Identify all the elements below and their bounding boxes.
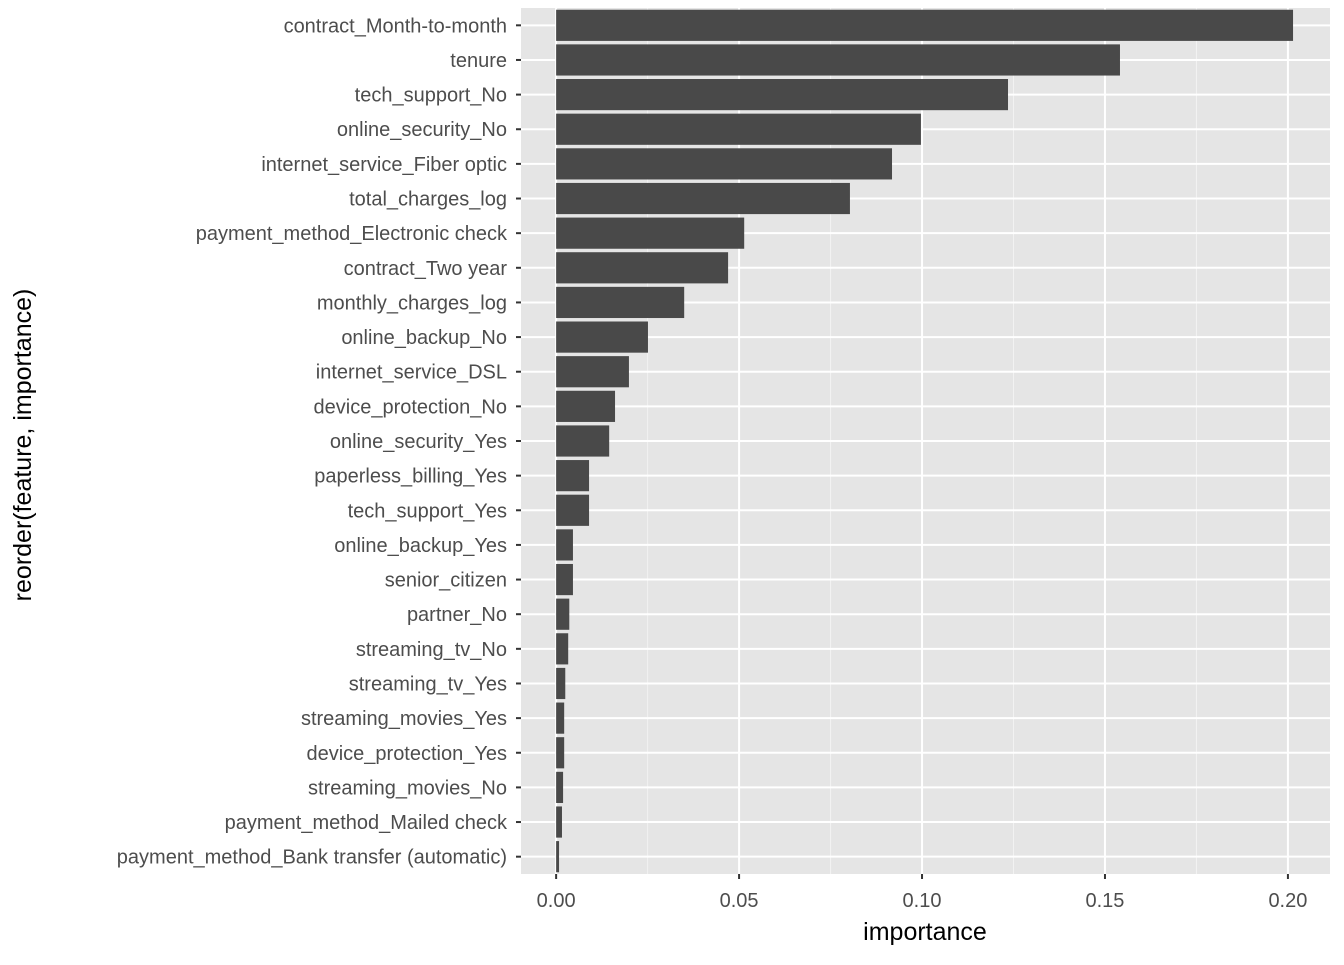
bar-1 — [556, 44, 1120, 76]
bar-8 — [556, 286, 685, 319]
bar-16 — [556, 563, 573, 596]
bar-2 — [556, 79, 1009, 111]
bar-7 — [556, 252, 729, 284]
y-tick-label: partner_No — [407, 604, 507, 626]
y-tick-label: contract_Month-to-month — [284, 15, 507, 37]
bar-10 — [556, 356, 629, 388]
x-axis-title: importance — [863, 918, 987, 946]
y-tick-label: senior_citizen — [385, 570, 507, 592]
x-tick-label: 0.05 — [720, 890, 759, 912]
bar-4 — [556, 148, 893, 180]
bar-19 — [556, 667, 566, 700]
y-tick-label: paperless_billing_Yes — [314, 466, 507, 488]
bar-13 — [556, 460, 590, 492]
bar-5 — [556, 182, 850, 215]
y-tick-label: internet_service_DSL — [316, 362, 507, 384]
y-tick-label: online_security_No — [337, 119, 507, 141]
bar-3 — [556, 113, 921, 145]
y-tick-label: device_protection_No — [314, 396, 507, 418]
y-tick-label: streaming_tv_No — [356, 639, 507, 661]
bar-0 — [556, 9, 1294, 41]
bar-11 — [556, 390, 616, 422]
y-tick-label: payment_method_Bank transfer (automatic) — [117, 847, 507, 869]
x-tick-label: 0.15 — [1086, 890, 1125, 912]
y-tick-label: payment_method_Electronic check — [196, 223, 508, 245]
y-tick-label: internet_service_Fiber optic — [261, 154, 507, 176]
bar-9 — [556, 321, 648, 353]
y-tick-label: online_security_Yes — [330, 431, 507, 453]
y-tick-label: streaming_movies_Yes — [301, 708, 507, 730]
x-tick-label: 0.00 — [537, 890, 576, 912]
x-tick-label: 0.10 — [903, 890, 942, 912]
y-tick-label: tenure — [450, 50, 507, 72]
y-tick-label: total_charges_log — [349, 189, 507, 211]
y-tick-label: tech_support_Yes — [348, 500, 507, 522]
bars — [556, 9, 1294, 873]
bar-17 — [556, 598, 570, 630]
y-tick-label: online_backup_No — [341, 327, 507, 349]
y-tick-label: monthly_charges_log — [317, 292, 507, 314]
y-axis-title: reorder(feature, importance) — [9, 289, 37, 602]
x-tick-label: 0.20 — [1268, 890, 1307, 912]
y-tick-label: online_backup_Yes — [334, 535, 507, 557]
bar-21 — [556, 737, 565, 769]
bar-18 — [556, 633, 569, 665]
bar-20 — [556, 702, 565, 734]
bar-23 — [556, 806, 562, 838]
y-tick-label: streaming_tv_Yes — [349, 673, 507, 695]
bar-15 — [556, 529, 573, 561]
bar-14 — [556, 494, 590, 526]
y-tick-label: payment_method_Mailed check — [225, 812, 508, 834]
bar-12 — [556, 425, 610, 457]
x-axis: 0.00 0.05 0.10 0.15 0.20 — [537, 874, 1307, 912]
bar-6 — [556, 217, 745, 249]
y-tick-label: tech_support_No — [355, 85, 507, 107]
y-tick-label: streaming_movies_No — [308, 777, 507, 799]
y-tick-label: contract_Two year — [344, 258, 508, 280]
bar-24 — [556, 841, 560, 873]
y-tick-label: device_protection_Yes — [306, 743, 507, 765]
bar-22 — [556, 771, 564, 803]
